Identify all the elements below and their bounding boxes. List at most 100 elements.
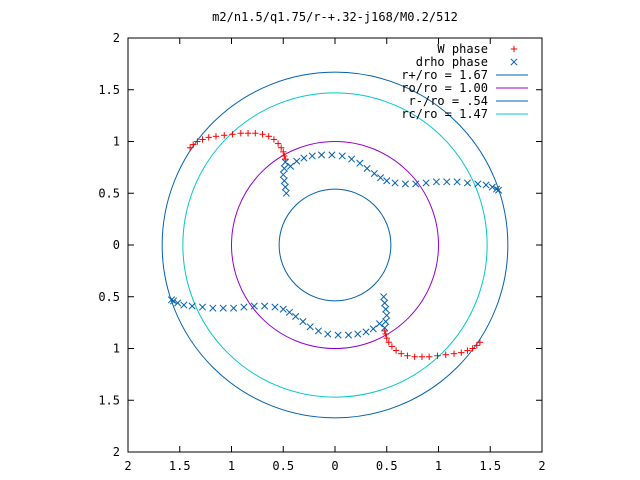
drho-phase-point (324, 330, 332, 338)
drho-phase-point (391, 179, 399, 187)
axis-ticks: 2 1.5 1 0.5 0 0.5 1 1.5 221.510.500.511.52 (98, 31, 545, 473)
drho-phase-point (230, 304, 238, 312)
drho-phase-point (300, 154, 308, 162)
legend-label: drho phase (416, 55, 488, 69)
w-phase-point (388, 343, 396, 350)
x-tick-label: 1 (228, 459, 235, 473)
w-phase-point (199, 136, 206, 143)
legend-label: r+/ro = 1.67 (401, 68, 488, 82)
y-tick-label: 0 (113, 238, 120, 252)
drho-phase-point (180, 301, 188, 309)
w-phase-point (259, 131, 266, 138)
w-phase-point (212, 133, 220, 140)
drho-phase-point (363, 164, 371, 172)
drho-phase-point (279, 305, 287, 313)
circle-2 (231, 141, 439, 349)
drho-phase-point (308, 152, 316, 160)
drho-phase-point (348, 155, 356, 163)
drho-phase-point (279, 171, 287, 179)
drho-phase-point (299, 318, 307, 326)
w-phase-point (404, 352, 411, 359)
drho-phase-point (463, 179, 472, 187)
drho-phase-point (412, 180, 420, 188)
drho-phase-point (356, 159, 364, 167)
y-tick-label: 0.5 (98, 290, 120, 304)
drho-phase-point (240, 303, 248, 311)
drho-phase-point (167, 296, 176, 304)
w-phase-point (458, 349, 465, 356)
drho-phase-point (443, 178, 451, 186)
w-phase-point (277, 144, 285, 151)
drho-phase-point (285, 308, 294, 316)
w-phase-point (270, 136, 278, 143)
x-tick-label: 1.5 (169, 459, 191, 473)
drho-phase-point (169, 297, 178, 305)
drho-phase-point (422, 179, 430, 187)
drho-phase-point (375, 320, 384, 328)
w-phase-point (398, 350, 405, 357)
drho-phase-point (282, 189, 290, 197)
drho-phase-point (281, 158, 289, 166)
x-tick-label: 0 (331, 459, 338, 473)
legend-label: W phase (437, 42, 488, 56)
w-phase-point (205, 134, 212, 141)
w-phase-point (252, 130, 259, 137)
x-tick-label: 2 (124, 459, 131, 473)
drho-phase-point (306, 323, 314, 331)
drho-phase-point (286, 162, 295, 170)
drho-phase-point (383, 177, 391, 185)
drho-phase-point (174, 299, 182, 307)
legend-marker (510, 58, 518, 66)
y-tick-label: 0.5 (98, 186, 120, 200)
drho-phase-point (334, 331, 342, 339)
drho-phase-point (492, 185, 501, 193)
drho-phase-point (317, 151, 326, 159)
y-tick-label: 1.5 (98, 83, 120, 97)
w-phase-point (385, 339, 393, 346)
circle-4 (182, 92, 488, 398)
x-tick-label: 0.5 (376, 459, 398, 473)
w-phase-point (244, 130, 252, 137)
drho-phase-point (354, 330, 362, 338)
x-tick-label: 1.5 (479, 459, 501, 473)
w-phase-point (281, 152, 288, 160)
circle-1 (161, 71, 509, 419)
drho-phase-point (369, 325, 377, 333)
drho-phase-point (280, 177, 288, 185)
w-phase-point (237, 130, 245, 137)
drho-phase-point (370, 170, 378, 178)
w-phase-point (265, 133, 272, 140)
legend-label: ro/ro = 1.00 (401, 81, 488, 95)
drho-phase-point (453, 178, 461, 186)
legend-label: r-/ro = .54 (409, 94, 488, 108)
circle-3 (278, 188, 392, 302)
drho-phase-point (293, 157, 301, 165)
drho-phase-point (271, 303, 279, 311)
drho-phase-point (382, 305, 390, 313)
drho-phase-point (488, 183, 496, 191)
w-phase-point (464, 347, 471, 354)
w-phase-point (194, 138, 201, 145)
data-series (167, 130, 503, 360)
w-phase-point (381, 327, 388, 335)
drho-phase-point (380, 293, 388, 301)
legend-marker (510, 45, 518, 53)
x-tick-label: 2 (538, 459, 545, 473)
w-phase-point (469, 345, 476, 352)
drho-phase-point (494, 186, 503, 194)
y-tick-label: 1 (113, 342, 120, 356)
drho-phase-point (382, 318, 390, 326)
drho-phase-point (432, 178, 440, 186)
y-tick-label: 1.5 (98, 393, 120, 407)
drho-phase-point (219, 304, 227, 312)
y-tick-label: 2 (113, 445, 120, 459)
w-phase-point (450, 350, 458, 357)
w-phase-point (190, 141, 197, 148)
drho-phase-point (482, 181, 490, 189)
drho-phase-point (362, 328, 370, 336)
x-tick-label: 1 (435, 459, 442, 473)
w-phase-point (473, 342, 480, 349)
drho-phase-point (188, 302, 196, 310)
w-phase-point (425, 353, 433, 360)
